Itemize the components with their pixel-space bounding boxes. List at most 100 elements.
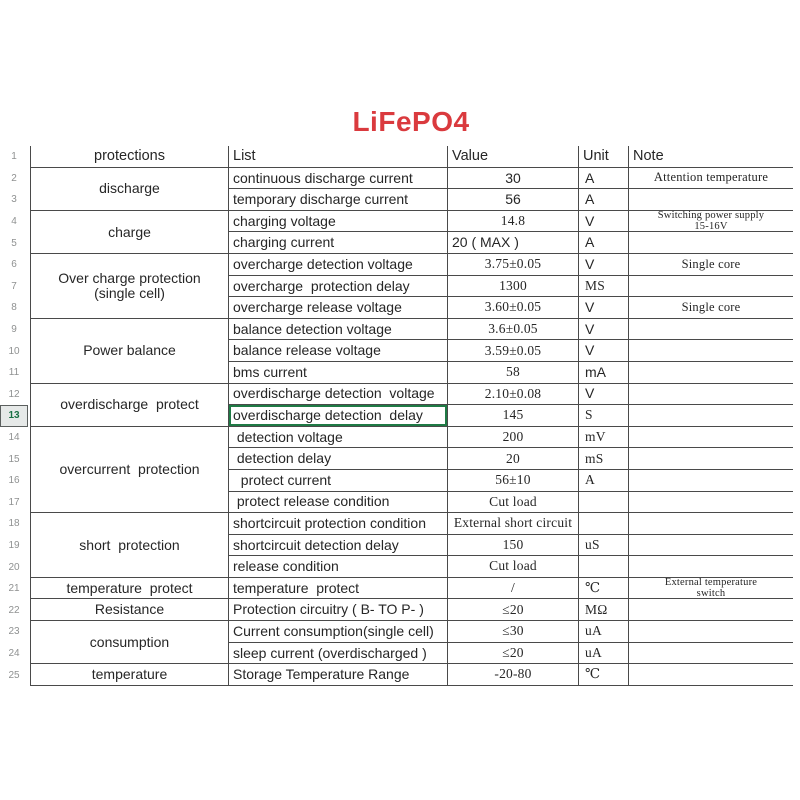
cell-list-row15[interactable]: detection delay: [229, 448, 448, 470]
cell-list-row6[interactable]: overcharge detection voltage: [229, 253, 448, 276]
cell-value-row20[interactable]: Cut load: [448, 556, 579, 578]
cell-value-row18[interactable]: External short circuit: [448, 513, 579, 535]
cell-protections-overdischarge-protect[interactable]: overdischarge protect: [31, 383, 229, 427]
row-header-24[interactable]: 24: [8, 648, 20, 660]
cell-value-row8[interactable]: 3.60±0.05: [448, 297, 579, 319]
cell-note-row19[interactable]: [629, 535, 793, 557]
cell-value-row9[interactable]: 3.6±0.05: [448, 318, 579, 341]
cell-value-row17[interactable]: Cut load: [448, 491, 579, 514]
cell-protections-power-balance[interactable]: Power balance: [31, 318, 229, 384]
cell-note-row2[interactable]: Attention temperature: [629, 168, 793, 190]
cell-unit-row13[interactable]: S: [579, 405, 629, 427]
cell-note-row5[interactable]: [629, 232, 793, 254]
cell-unit-row22[interactable]: MΩ: [579, 599, 629, 622]
row-header-20[interactable]: 20: [8, 561, 20, 573]
cell-note-row3[interactable]: [629, 189, 793, 211]
cell-note-row21[interactable]: External temperature switch: [629, 578, 793, 600]
cell-value-row16[interactable]: 56±10: [448, 469, 579, 492]
cell-value-row3[interactable]: 56: [448, 189, 579, 211]
cell-value-row11[interactable]: 58: [448, 361, 579, 384]
cell-protections-resistance[interactable]: Resistance: [31, 599, 229, 622]
cell-value-row6[interactable]: 3.75±0.05: [448, 253, 579, 276]
cell-note-row18[interactable]: [629, 513, 793, 535]
cell-unit-row8[interactable]: V: [579, 297, 629, 319]
row-header-13[interactable]: 13: [0, 405, 28, 427]
row-header-9[interactable]: 9: [11, 324, 17, 336]
cell-unit-row3[interactable]: A: [579, 189, 629, 211]
cell-list-row10[interactable]: balance release voltage: [229, 340, 448, 362]
cell-value-row23[interactable]: ≤30: [448, 621, 579, 643]
row-header-21[interactable]: 21: [8, 583, 20, 595]
cell-list-row25[interactable]: Storage Temperature Range: [229, 664, 448, 686]
cell-protections-overcurrent-protection[interactable]: overcurrent protection: [31, 426, 229, 514]
row-header-17[interactable]: 17: [8, 496, 20, 508]
cell-list-row18[interactable]: shortcircuit protection condition: [229, 513, 448, 535]
row-header-3[interactable]: 3: [11, 194, 17, 206]
cell-list-row14[interactable]: detection voltage: [229, 426, 448, 449]
cell-note-row4[interactable]: Switching power supply 15-16V: [629, 211, 793, 233]
cell-unit-row5[interactable]: A: [579, 232, 629, 254]
row-header-25[interactable]: 25: [8, 669, 20, 681]
row-header-18[interactable]: 18: [8, 518, 20, 530]
row-header-11[interactable]: 11: [8, 367, 20, 379]
cell-protections-over-charge-protection-single-cell[interactable]: Over charge protection (single cell): [31, 253, 229, 319]
cell-value-row21[interactable]: /: [448, 577, 579, 600]
cell-value-row24[interactable]: ≤20: [448, 642, 579, 665]
cell-list-row19[interactable]: shortcircuit detection delay: [229, 534, 448, 557]
cell-note-row9[interactable]: [629, 319, 793, 341]
cell-note-row15[interactable]: [629, 448, 793, 470]
cell-list-row3[interactable]: temporary discharge current: [229, 189, 448, 211]
row-header-19[interactable]: 19: [8, 540, 20, 552]
row-header-22[interactable]: 22: [8, 604, 20, 616]
cell-list-row11[interactable]: bms current: [229, 361, 448, 384]
cell-note-row10[interactable]: [629, 340, 793, 362]
cell-value-row4[interactable]: 14.8: [448, 210, 579, 233]
cell-unit-row14[interactable]: mV: [579, 426, 629, 449]
cell-unit-row9[interactable]: V: [579, 318, 629, 341]
header-value[interactable]: Value: [448, 146, 579, 168]
cell-list-row16[interactable]: protect current: [229, 469, 448, 492]
cell-list-row5[interactable]: charging current: [229, 232, 448, 254]
cell-list-row17[interactable]: protect release condition: [229, 491, 448, 514]
header-list[interactable]: List: [229, 146, 448, 168]
cell-list-row21[interactable]: temperature protect: [229, 577, 448, 600]
row-header-10[interactable]: 10: [8, 345, 20, 357]
cell-note-row6[interactable]: Single core: [629, 254, 793, 276]
cell-value-row13[interactable]: 145: [448, 405, 579, 427]
cell-note-row16[interactable]: [629, 470, 793, 492]
cell-note-row14[interactable]: [629, 427, 793, 449]
row-header-1[interactable]: 1: [11, 151, 17, 163]
row-header-14[interactable]: 14: [8, 432, 20, 444]
header-note[interactable]: Note: [629, 146, 793, 168]
cell-unit-row17[interactable]: [579, 491, 629, 514]
cell-note-row24[interactable]: [629, 643, 793, 665]
row-header-6[interactable]: 6: [11, 259, 17, 271]
cell-note-row25[interactable]: [629, 664, 793, 686]
cell-note-row23[interactable]: [629, 621, 793, 643]
cell-value-row7[interactable]: 1300: [448, 275, 579, 298]
cell-note-row20[interactable]: [629, 556, 793, 578]
row-header-15[interactable]: 15: [8, 453, 20, 465]
cell-note-row11[interactable]: [629, 362, 793, 384]
cell-unit-row7[interactable]: MS: [579, 275, 629, 298]
cell-list-row12[interactable]: overdischarge detection voltage: [229, 383, 448, 406]
cell-list-row8[interactable]: overcharge release voltage: [229, 297, 448, 319]
cell-protections-discharge[interactable]: discharge: [31, 167, 229, 211]
cell-list-row23[interactable]: Current consumption(single cell): [229, 621, 448, 643]
cell-note-row8[interactable]: Single core: [629, 297, 793, 319]
row-header-7[interactable]: 7: [11, 280, 17, 292]
row-header-8[interactable]: 8: [11, 302, 17, 314]
cell-note-row12[interactable]: [629, 384, 793, 406]
header-protections[interactable]: protections: [31, 146, 229, 168]
cell-protections-temperature-protect[interactable]: temperature protect: [31, 577, 229, 600]
cell-unit-row11[interactable]: mA: [579, 361, 629, 384]
cell-value-row15[interactable]: 20: [448, 448, 579, 470]
cell-unit-row10[interactable]: V: [579, 340, 629, 362]
cell-list-row7[interactable]: overcharge protection delay: [229, 275, 448, 298]
cell-unit-row19[interactable]: uS: [579, 534, 629, 557]
cell-protections-short-protection[interactable]: short protection: [31, 513, 229, 578]
cell-protections-temperature[interactable]: temperature: [31, 664, 229, 686]
cell-value-row14[interactable]: 200: [448, 426, 579, 449]
cell-list-row24[interactable]: sleep current (overdischarged ): [229, 642, 448, 665]
cell-value-row10[interactable]: 3.59±0.05: [448, 340, 579, 362]
